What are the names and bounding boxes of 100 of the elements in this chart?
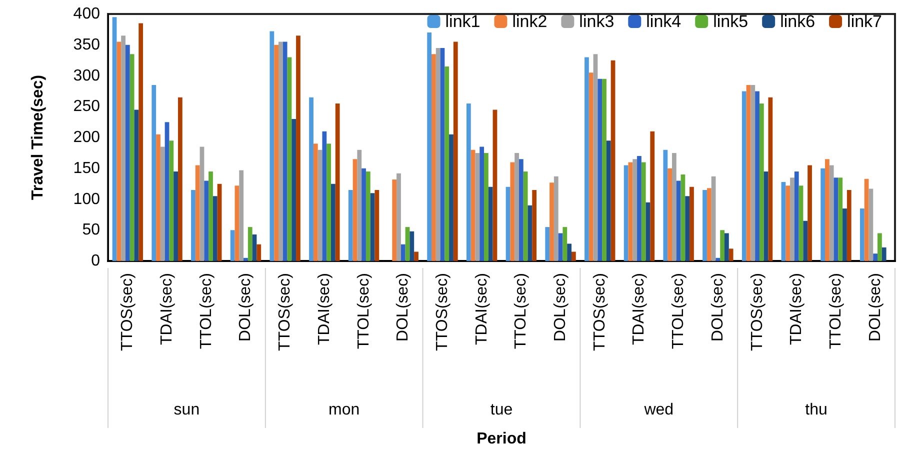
bar [475, 152, 480, 261]
bar [868, 188, 874, 261]
bar [716, 258, 720, 261]
bar [234, 186, 240, 261]
y-tick-label: 150 [73, 160, 100, 177]
legend-label: link7 [847, 12, 882, 31]
bar [676, 180, 681, 261]
bar [567, 244, 572, 261]
x-tick-label: DOL(sec) [866, 273, 884, 342]
y-tick-label: 300 [73, 67, 100, 84]
bar [628, 162, 633, 261]
bar [116, 42, 122, 261]
bar [663, 150, 668, 261]
bar [270, 31, 274, 261]
bar [650, 131, 655, 261]
bar [571, 252, 576, 261]
bar [362, 168, 366, 261]
bar [374, 190, 380, 261]
bar [825, 159, 830, 261]
bar [746, 85, 751, 261]
x-tick-label: TDAI(sec) [158, 273, 176, 345]
bar [121, 36, 126, 261]
bar [646, 202, 650, 261]
x-tick-label: TTOS(sec) [434, 273, 451, 351]
bar [282, 42, 288, 261]
bar [641, 162, 646, 261]
bar [593, 54, 598, 261]
bar [348, 190, 353, 261]
bar [711, 176, 716, 261]
bar [112, 17, 117, 261]
legend-label: link3 [579, 12, 614, 31]
bar [860, 208, 864, 261]
bar [554, 176, 558, 261]
bar [480, 146, 484, 261]
bar [492, 110, 498, 261]
y-tick-label: 200 [73, 129, 100, 146]
bar [274, 44, 278, 261]
bar [803, 220, 808, 261]
bar [208, 171, 213, 261]
bar [820, 168, 826, 261]
x-tick-label: DOL(sec) [552, 273, 570, 342]
bar [174, 171, 178, 261]
bar [230, 230, 235, 261]
bar [873, 254, 878, 261]
bar [794, 171, 799, 261]
bar [217, 184, 222, 261]
legend-label: link4 [646, 12, 682, 31]
x-tick-label: TTOS(sec) [276, 273, 294, 351]
x-tick-label: TTOL(sec) [198, 273, 215, 350]
bar [248, 227, 252, 261]
bar [864, 178, 869, 261]
bar [606, 140, 611, 261]
x-tick-label: TTOS(sec) [591, 273, 608, 351]
bar [470, 150, 476, 261]
bar [786, 186, 790, 261]
bar [322, 131, 327, 261]
bar [882, 247, 886, 261]
bar [318, 150, 322, 261]
bar [728, 248, 734, 261]
y-tick-label: 0 [91, 252, 100, 270]
bar [212, 196, 218, 261]
bar [798, 186, 804, 261]
legend-label: link1 [445, 12, 480, 31]
bar [432, 54, 436, 261]
x-tick-label: TDAI(sec) [473, 273, 490, 345]
bar [405, 227, 410, 261]
bar [829, 165, 834, 261]
bar [287, 57, 292, 261]
x-tick-label: DOL(sec) [394, 273, 412, 342]
bar [313, 144, 318, 261]
bar [680, 174, 686, 261]
bar [562, 227, 568, 261]
bar [256, 244, 262, 261]
bar [759, 104, 764, 261]
bar [427, 32, 432, 261]
y-axis-title: Travel Time(sec) [30, 74, 46, 200]
x-tick-label: TTOS(sec) [119, 273, 136, 351]
y-tick-label: 250 [73, 98, 100, 116]
bar [602, 78, 606, 261]
bar [768, 97, 773, 261]
x-axis-title: Period [476, 430, 526, 448]
bar [444, 66, 450, 261]
bar [523, 171, 528, 261]
bar [191, 190, 196, 261]
bar [808, 165, 812, 261]
bar [436, 48, 440, 261]
bar [292, 118, 296, 261]
x-tick-label: TTOL(sec) [827, 273, 844, 350]
bar [466, 104, 471, 261]
x-tick-label: TTOL(sec) [512, 273, 530, 350]
text: sun [174, 402, 200, 418]
bar [702, 190, 707, 261]
bar [781, 182, 786, 261]
bar [410, 231, 414, 261]
bar [331, 184, 336, 261]
bar [610, 60, 616, 261]
x-tick-label: TTOS(sec) [748, 273, 766, 351]
y-tick-label: 100 [73, 190, 100, 208]
bar [838, 178, 843, 261]
bar [668, 168, 672, 261]
